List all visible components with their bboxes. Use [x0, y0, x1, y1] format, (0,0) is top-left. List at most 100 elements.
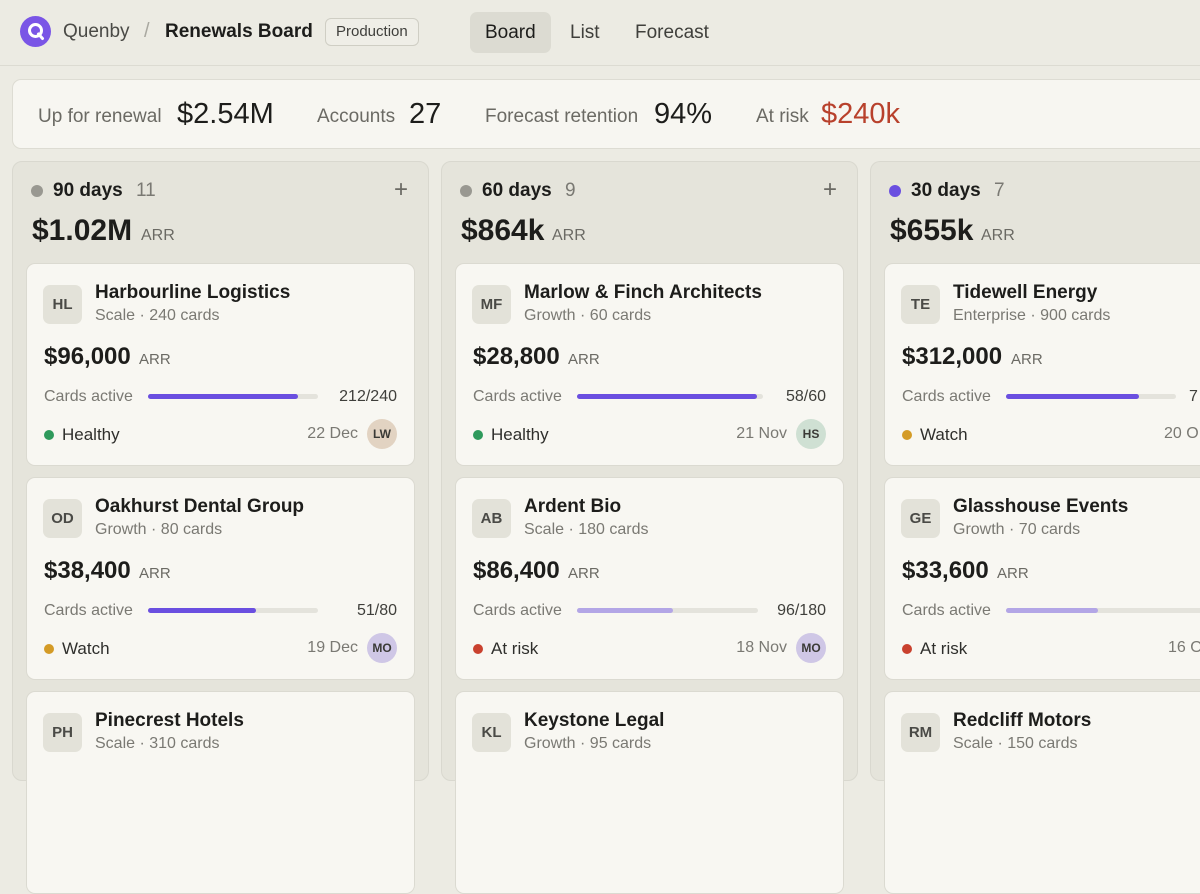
stat-value-accounts: 27: [409, 98, 442, 130]
breadcrumb-separator: /: [144, 20, 150, 42]
tab-forecast[interactable]: Forecast: [635, 22, 709, 43]
health-status-dot: [473, 644, 483, 654]
card-arr-unit: ARR: [997, 565, 1029, 582]
health-status-dot: [44, 644, 54, 654]
account-avatar: PH: [43, 713, 82, 752]
health-status-label: At risk: [491, 639, 539, 658]
account-plan: Scale · 180 cards: [524, 521, 649, 538]
column-total: $864k: [461, 214, 545, 247]
environment-badge: Production: [325, 18, 419, 46]
tab-board[interactable]: Board: [470, 12, 551, 53]
cards-active-ratio: 7: [1189, 388, 1198, 405]
account-plan: Scale · 150 cards: [953, 735, 1078, 752]
account-avatar: MF: [472, 285, 511, 324]
renewal-card[interactable]: KL Keystone Legal Growth · 95 cards: [455, 691, 844, 894]
breadcrumb-org[interactable]: Quenby: [63, 21, 130, 42]
account-name: Tidewell Energy: [953, 282, 1098, 303]
cards-active-label: Cards active: [473, 602, 562, 619]
renewal-card[interactable]: AB Ardent Bio Scale · 180 cards $86,400 …: [455, 477, 844, 680]
add-card-plus-icon[interactable]: +: [393, 176, 408, 203]
column-total-unit: ARR: [552, 227, 586, 244]
cards-active-progress: [577, 394, 763, 399]
renewal-card[interactable]: RM Redcliff Motors Scale · 150 cards: [884, 691, 1200, 894]
account-avatar: KL: [472, 713, 511, 752]
renewal-card[interactable]: HL Harbourline Logistics Scale · 240 car…: [26, 263, 415, 466]
column-total: $1.02M: [32, 214, 133, 247]
stat-value-up-for-renewal: $2.54M: [177, 98, 274, 130]
cards-active-ratio: 51/80: [356, 602, 397, 619]
health-status-label: Healthy: [62, 425, 120, 444]
tab-list[interactable]: List: [570, 22, 600, 43]
add-card-plus-icon[interactable]: +: [822, 176, 837, 203]
cards-active-progress: [577, 608, 758, 613]
renewal-card[interactable]: PH Pinecrest Hotels Scale · 310 cards: [26, 691, 415, 894]
health-status-dot: [902, 644, 912, 654]
account-name: Redcliff Motors: [953, 710, 1092, 731]
renewal-date: 19 Dec: [307, 639, 358, 656]
card-arr-amount: $33,600: [902, 557, 989, 584]
owner-avatar[interactable]: HS: [796, 419, 826, 449]
account-name: Ardent Bio: [524, 496, 622, 517]
quenby-logo-icon[interactable]: [20, 16, 51, 47]
account-plan: Growth · 70 cards: [953, 521, 1081, 538]
column-count: 11: [136, 180, 156, 201]
health-status-dot: [44, 430, 54, 440]
column-total-unit: ARR: [141, 227, 175, 244]
renewal-card[interactable]: GE Glasshouse Events Growth · 70 cards $…: [884, 477, 1200, 680]
account-plan: Scale · 240 cards: [95, 307, 220, 324]
renewal-card[interactable]: OD Oakhurst Dental Group Growth · 80 car…: [26, 477, 415, 680]
cards-active-progress: [1006, 394, 1176, 399]
card-arr-amount: $312,000: [902, 343, 1003, 370]
cards-active-progress-fill: [148, 394, 299, 399]
card-arr-amount: $28,800: [473, 343, 560, 370]
card-arr-unit: ARR: [568, 351, 600, 368]
cards-active-progress-fill: [1006, 394, 1139, 399]
account-plan: Growth · 60 cards: [524, 307, 652, 324]
summary-stats-bar: Up for renewal $2.54M Accounts 27 Foreca…: [12, 79, 1200, 149]
cards-active-progress-fill: [577, 394, 757, 399]
renewal-card[interactable]: TE Tidewell Energy Enterprise · 900 card…: [884, 263, 1200, 466]
column-title: 30 days: [911, 180, 981, 201]
owner-avatar[interactable]: MO: [796, 633, 826, 663]
renewal-date: 22 Dec: [307, 425, 358, 442]
stat-value-at-risk: $240k: [821, 98, 901, 130]
renewal-date: 18 Nov: [736, 639, 787, 656]
account-name: Oakhurst Dental Group: [95, 496, 305, 517]
owner-avatar[interactable]: MO: [367, 633, 397, 663]
account-name: Keystone Legal: [524, 710, 665, 731]
top-bar: Quenby / Renewals Board Production Board…: [0, 0, 1200, 66]
account-name: Marlow & Finch Architects: [524, 282, 762, 303]
cards-active-ratio: 96/180: [777, 602, 826, 619]
health-status-label: Watch: [62, 639, 110, 658]
cards-active-label: Cards active: [902, 602, 991, 619]
health-status-label: At risk: [920, 639, 968, 658]
account-avatar: RM: [901, 713, 940, 752]
card-arr-unit: ARR: [139, 351, 171, 368]
account-name: Harbourline Logistics: [95, 282, 291, 303]
column-status-dot: [889, 185, 901, 197]
account-plan: Scale · 310 cards: [95, 735, 220, 752]
cards-active-progress-fill: [148, 608, 257, 613]
owner-avatar[interactable]: LW: [367, 419, 397, 449]
account-name: Pinecrest Hotels: [95, 710, 244, 731]
cards-active-label: Cards active: [473, 388, 562, 405]
account-avatar: AB: [472, 499, 511, 538]
health-status-label: Healthy: [491, 425, 549, 444]
cards-active-progress: [148, 394, 318, 399]
column-count: 9: [565, 180, 576, 201]
column-status-dot: [31, 185, 43, 197]
renewal-date: 16 O: [1168, 639, 1200, 656]
health-status-label: Watch: [920, 425, 968, 444]
stat-label-forecast-retention: Forecast retention: [485, 106, 639, 127]
account-avatar: HL: [43, 285, 82, 324]
card-arr-amount: $96,000: [44, 343, 131, 370]
cards-active-ratio: 58/60: [785, 388, 826, 405]
column-total: $655k: [890, 214, 974, 247]
column-total-unit: ARR: [981, 227, 1015, 244]
account-avatar: OD: [43, 499, 82, 538]
stat-value-forecast-retention: 94%: [654, 98, 713, 130]
health-status-dot: [473, 430, 483, 440]
renewal-date: 21 Nov: [736, 425, 787, 442]
board-column-90-days: 90 days 11 + $1.02M ARR HL Harbourline L…: [12, 161, 429, 894]
renewal-card[interactable]: MF Marlow & Finch Architects Growth · 60…: [455, 263, 844, 466]
